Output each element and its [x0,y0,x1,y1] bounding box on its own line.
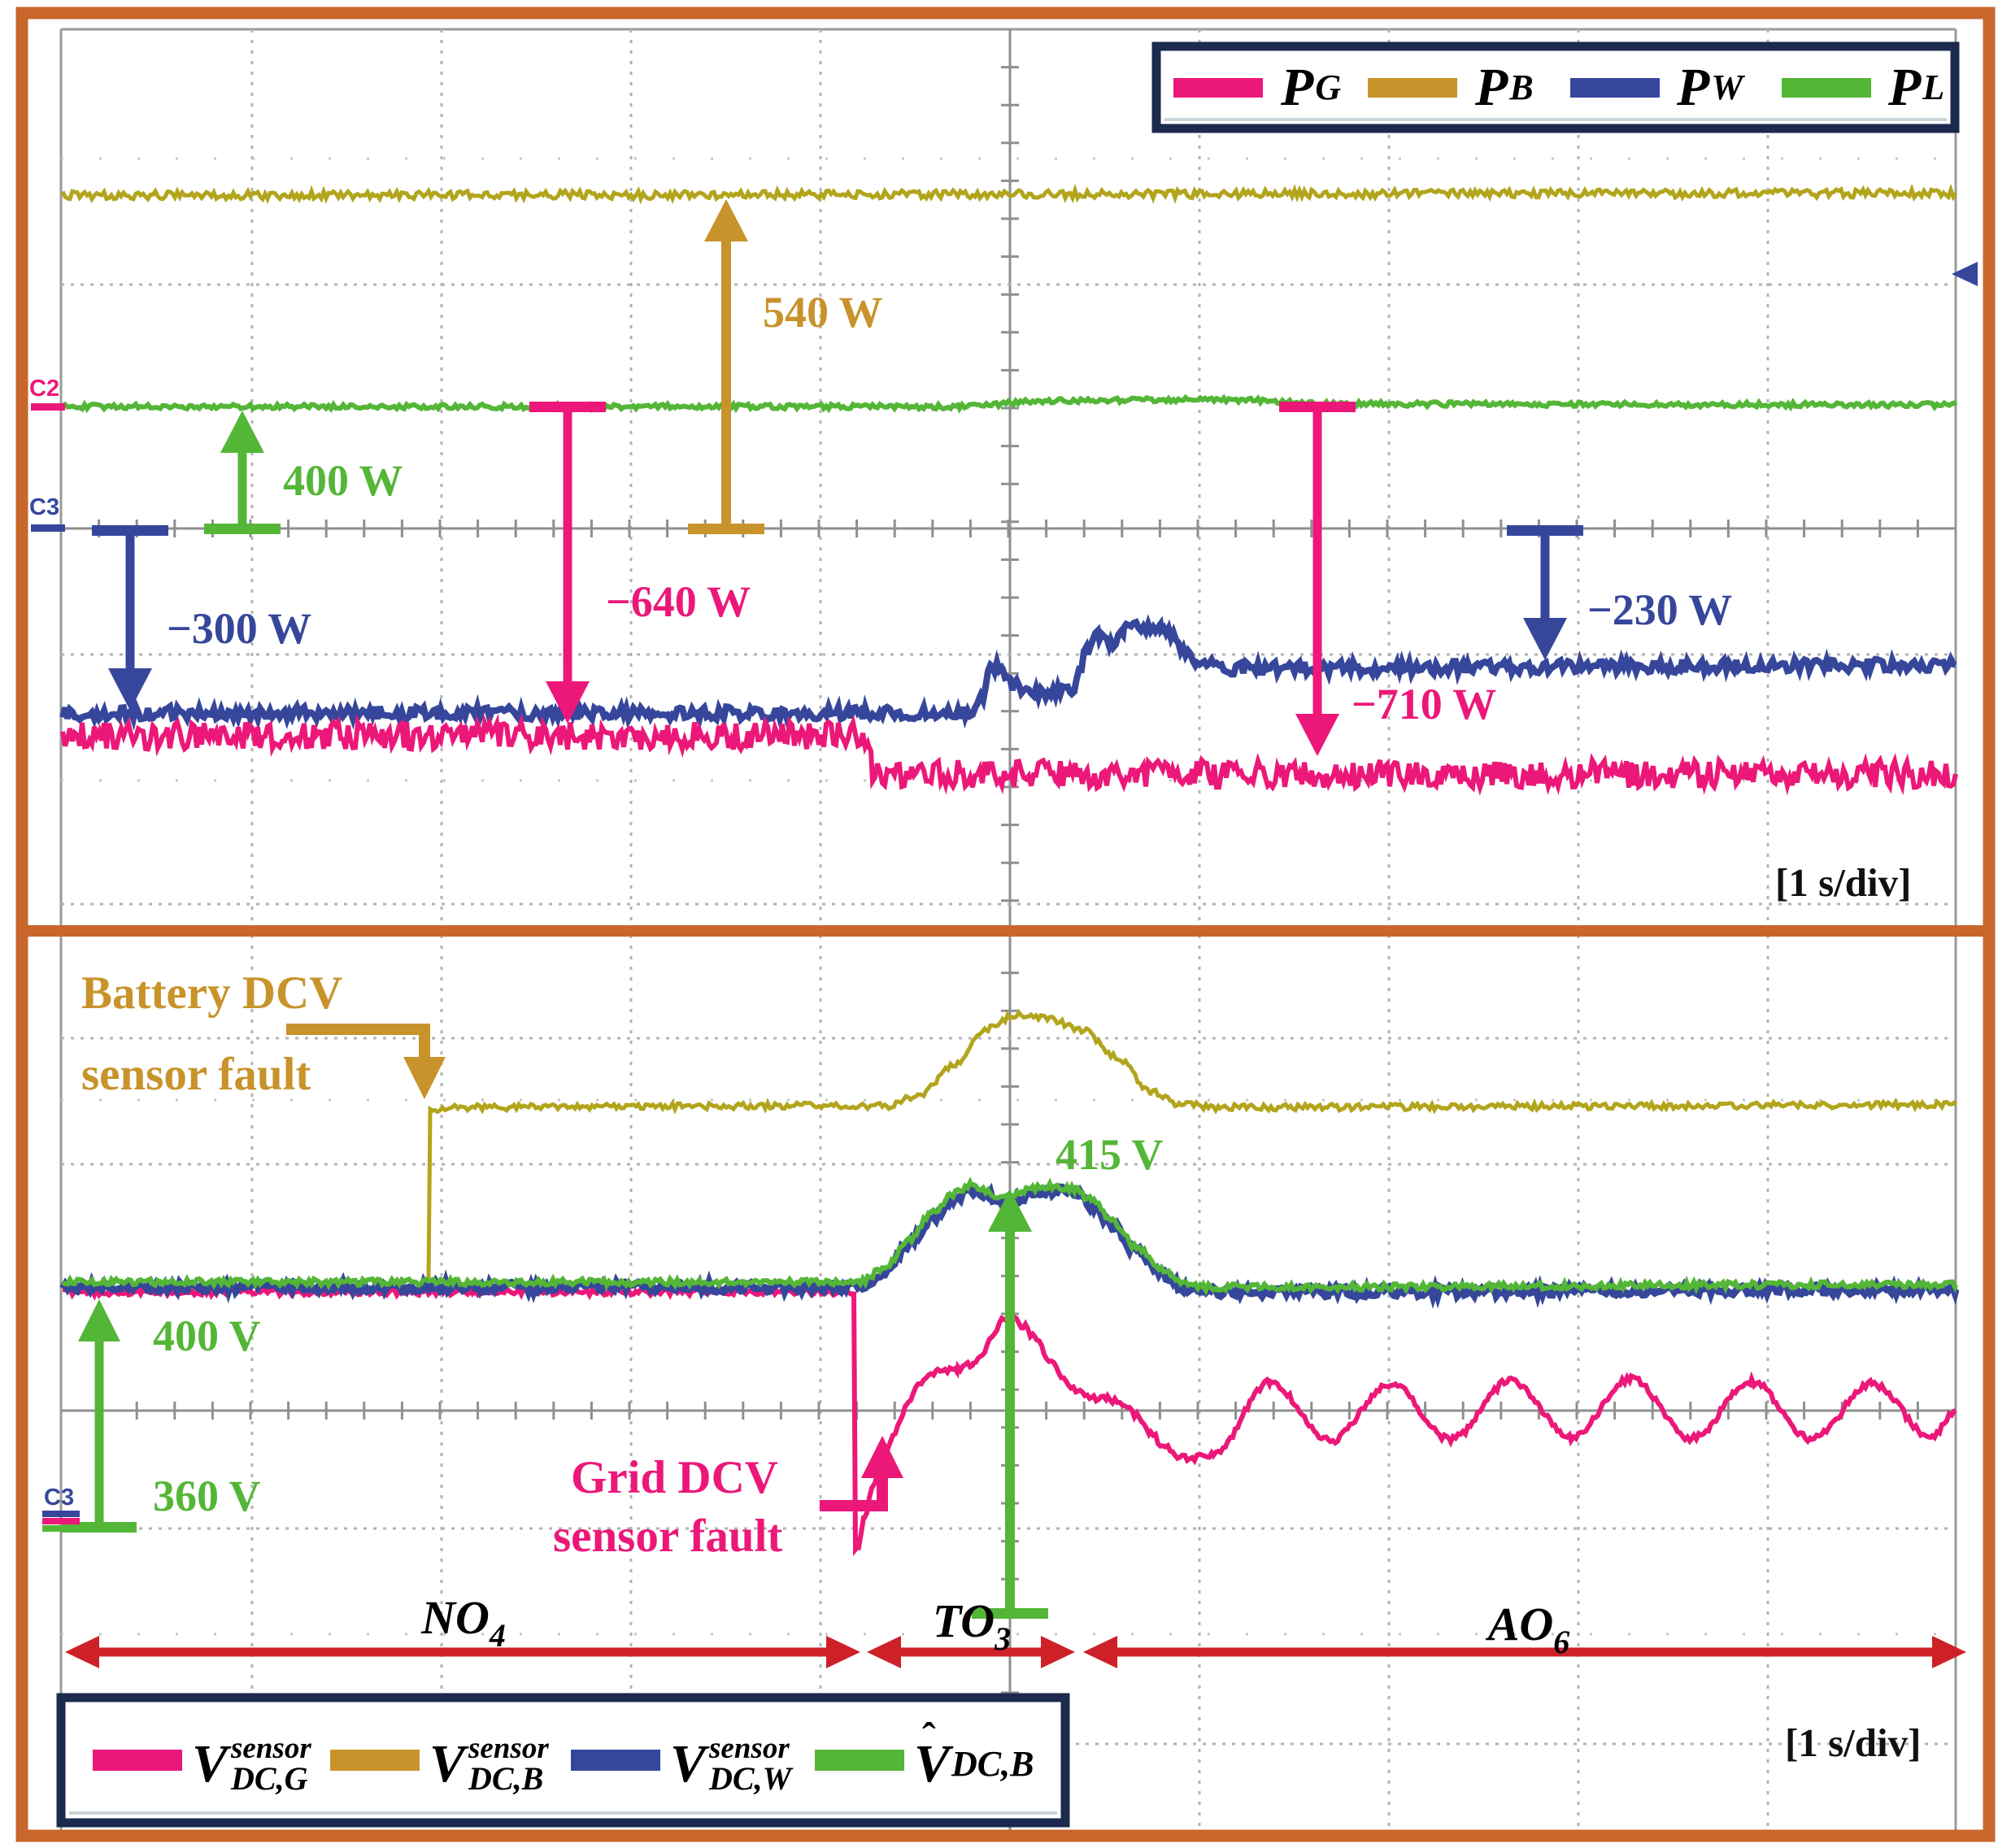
grid-fault-line1: Grid DCV [571,1452,778,1503]
top-panel-traces [59,183,1958,796]
trace-PL [61,394,1958,414]
grid-fault-arrow [820,1436,903,1511]
top-legend-box [1151,41,1960,133]
figure-frame [15,7,1996,1842]
region-label-ao6: AO6 [1487,1598,1570,1660]
grid-fault-line2: sensor fault [553,1511,783,1562]
battery-fault-line1: Battery DCV [81,967,343,1019]
channel-marker-c3-bottom: C3 [44,1485,75,1511]
region-label-to3: TO3 [932,1594,1012,1657]
arrow-400w [204,411,281,534]
arrow-minus-640w [529,402,606,724]
battery-fault-line2: sensor fault [81,1049,311,1100]
legend-bottom-item-vdcb-hat: ˆ V DC,B [914,1714,1034,1794]
label-400v: 400 V [153,1311,261,1360]
label-400w: 400 W [283,456,403,505]
battery-fault-arrow [286,1024,446,1099]
arrow-minus-230w [1507,525,1583,660]
bottom-legend-box [56,1693,1070,1828]
arrow-minus-300w [92,525,168,711]
label-540w: 540 W [763,288,883,337]
label-minus-230w: −230 W [1587,585,1733,634]
trace-PB [60,183,1958,205]
top-panel-grid [59,28,1957,927]
channel-marker-c3: C3 [29,494,60,520]
label-415v: 415 V [1056,1130,1164,1179]
arrow-415v [972,1189,1048,1619]
arrow-minus-710w [1279,402,1356,756]
channel-marker-c2: C2 [29,376,60,402]
region-label-no4: NO4 [421,1591,506,1654]
bottom-timebase-label: [1 s/div] [1785,1720,1922,1765]
trace-PW [59,614,1957,732]
channel-marker-bars [31,403,80,1532]
trace-VBs [426,1008,1958,1281]
region-arrows [65,1636,1966,1668]
label-minus-710w: −710 W [1352,680,1497,728]
trace-PG [60,713,1958,796]
trigger-marker-icon [1952,262,1978,286]
label-360v: 360 V [153,1472,261,1520]
label-minus-640w: −640 W [606,577,751,626]
top-timebase-label: [1 s/div] [1775,860,1912,905]
label-minus-300w: −300 W [167,604,312,653]
arrow-540w [688,199,764,534]
arrow-400v-360v [62,1299,137,1533]
